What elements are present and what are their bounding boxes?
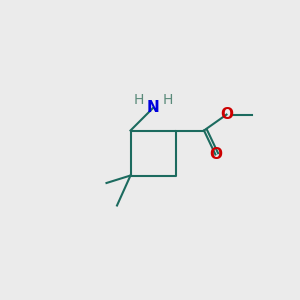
Text: H: H	[134, 93, 144, 106]
Text: N: N	[147, 100, 159, 116]
Text: H: H	[162, 93, 172, 106]
Text: O: O	[209, 147, 222, 162]
Text: O: O	[220, 107, 233, 122]
